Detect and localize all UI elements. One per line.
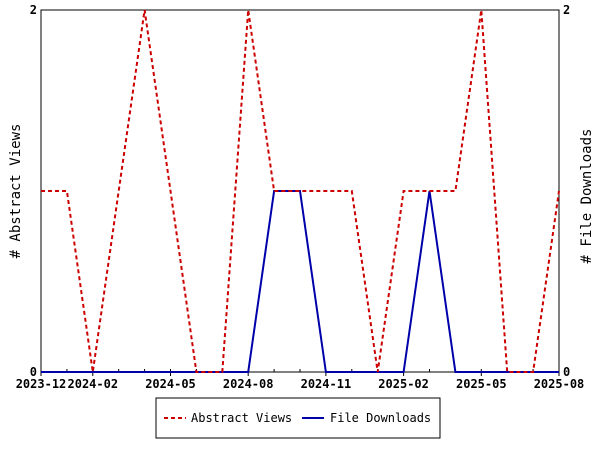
y-right-tick-label: 0 <box>563 365 570 379</box>
x-tick-label: 2024-02 <box>68 377 119 391</box>
legend: Abstract Views File Downloads <box>155 397 441 439</box>
y-axis-right-label: # File Downloads <box>579 129 595 264</box>
y-left-tick-label: 2 <box>30 3 37 17</box>
y-right-tick-label: 2 <box>563 3 570 17</box>
y-axis-ticks: 0 0 2 2 <box>30 3 570 379</box>
x-tick-label: 2024-05 <box>145 377 196 391</box>
x-tick-label: 2025-08 <box>534 377 585 391</box>
x-tick-label: 2024-08 <box>223 377 274 391</box>
x-tick-label: 2025-05 <box>456 377 507 391</box>
x-tick-label: 2025-02 <box>378 377 429 391</box>
y-left-tick-label: 0 <box>30 365 37 379</box>
x-tick-label: 2024-11 <box>301 377 352 391</box>
series-lines <box>41 9 560 373</box>
series-line-abstract-views <box>41 9 560 373</box>
legend-box <box>155 397 441 439</box>
y-axis-left-label: # Abstract Views <box>8 124 24 259</box>
legend-label-abstract-views: Abstract Views <box>191 411 292 425</box>
x-axis-ticks: 2023-12 2024-02 2024-05 2024-08 2024-11 2025-… <box>16 372 585 391</box>
x-tick-label: 2023-12 <box>16 377 67 391</box>
legend-label-file-downloads: File Downloads <box>330 411 431 425</box>
series-line-file-downloads <box>41 190 559 373</box>
